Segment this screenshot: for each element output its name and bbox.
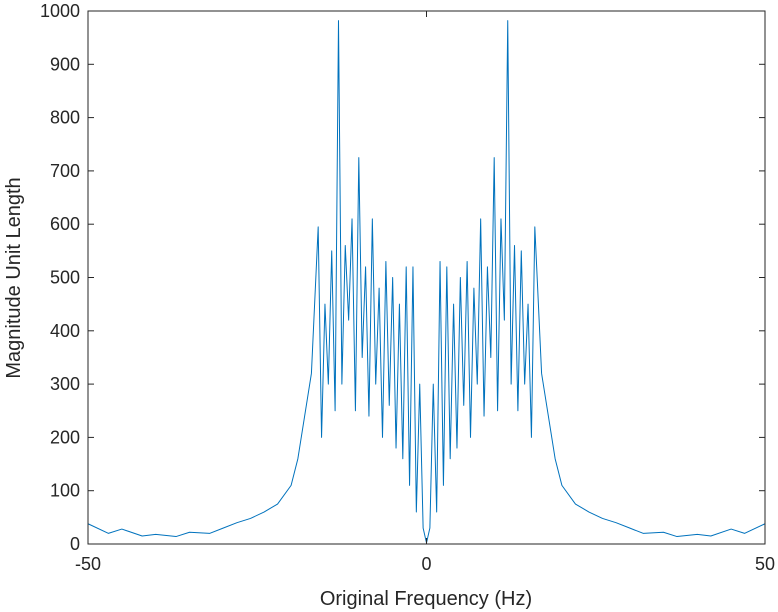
y-tick-label: 200 [50, 427, 80, 447]
y-tick-label: 0 [70, 534, 80, 554]
y-tick-label: 700 [50, 161, 80, 181]
y-tick-label: 1000 [40, 1, 80, 21]
y-tick-label: 300 [50, 374, 80, 394]
x-tick-label: 0 [421, 554, 431, 574]
y-tick-label: 600 [50, 214, 80, 234]
x-tick-label: 50 [755, 554, 775, 574]
plot-area-background [88, 11, 765, 544]
y-tick-label: 400 [50, 321, 80, 341]
x-tick-label: -50 [75, 554, 101, 574]
x-axis-label: Original Frequency (Hz) [320, 588, 532, 610]
y-tick-label: 900 [50, 54, 80, 74]
y-tick-label: 500 [50, 268, 80, 288]
y-axis-label: Magnitude Unit Length [3, 177, 25, 378]
y-tick-label: 800 [50, 108, 80, 128]
y-tick-label: 100 [50, 481, 80, 501]
